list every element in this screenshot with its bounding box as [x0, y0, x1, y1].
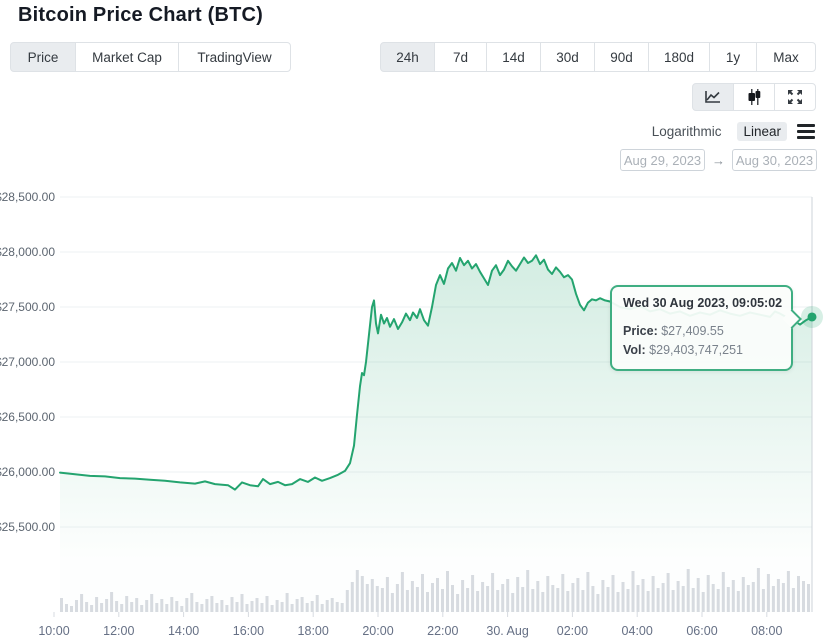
- range-7d-button[interactable]: 7d: [434, 42, 487, 72]
- range-14d-button[interactable]: 14d: [486, 42, 541, 72]
- date-range-row: →: [620, 149, 817, 171]
- chart-canvas[interactable]: $28,500.00 $28,000.00 $27,500.00 $27,000.00…: [0, 190, 828, 643]
- x-axis-label: 14:00: [168, 624, 199, 638]
- range-1y-button[interactable]: 1y: [709, 42, 757, 72]
- y-axis-label: $26,000.00: [0, 465, 55, 479]
- x-axis-label: 20:00: [362, 624, 393, 638]
- tooltip-volume: Vol: $29,403,747,251: [623, 342, 744, 357]
- price-chart-area[interactable]: $28,500.00 $28,000.00 $27,500.00 $27,000.00…: [0, 190, 828, 643]
- y-axis-label: $26,500.00: [0, 410, 55, 424]
- scale-toggle-row: Logarithmic Linear: [646, 122, 815, 141]
- view-toggle-group: Price Market Cap TradingView: [10, 42, 291, 72]
- tooltip-datetime: Wed 30 Aug 2023, 09:05:02: [623, 295, 783, 310]
- linear-toggle[interactable]: Linear: [737, 122, 787, 141]
- market-cap-tab[interactable]: Market Cap: [75, 42, 179, 72]
- x-axis-label: 16:00: [233, 624, 264, 638]
- x-axis-label: 02:00: [557, 624, 588, 638]
- candlestick-chart-button[interactable]: [733, 83, 775, 111]
- x-axis-label: 22:00: [427, 624, 458, 638]
- chart-type-group: [692, 83, 816, 111]
- price-tab[interactable]: Price: [10, 42, 76, 72]
- y-axis-label: $27,000.00: [0, 355, 55, 369]
- date-to-input[interactable]: [732, 149, 817, 171]
- chart-tooltip: Wed 30 Aug 2023, 09:05:02 Price: $27,409…: [610, 284, 793, 372]
- candlestick-icon: [746, 88, 762, 106]
- tradingview-tab[interactable]: TradingView: [178, 42, 291, 72]
- chart-menu-icon[interactable]: [797, 124, 815, 139]
- range-180d-button[interactable]: 180d: [648, 42, 710, 72]
- x-axis-label: 10:00: [38, 624, 69, 638]
- range-30d-button[interactable]: 30d: [540, 42, 595, 72]
- fullscreen-button[interactable]: [774, 83, 816, 111]
- range-90d-button[interactable]: 90d: [594, 42, 649, 72]
- tooltip-price: Price: $27,409.55: [623, 323, 724, 338]
- x-axis-label: 12:00: [103, 624, 134, 638]
- date-range-arrow-icon: →: [712, 152, 725, 168]
- x-axis-label: 30. Aug: [486, 624, 528, 638]
- fullscreen-expand-icon: [787, 89, 803, 105]
- range-max-button[interactable]: Max: [756, 42, 816, 72]
- x-axis-label: 04:00: [622, 624, 653, 638]
- page-title: Bitcoin Price Chart (BTC): [18, 4, 264, 26]
- line-chart-icon: [704, 89, 722, 105]
- x-axis-label: 08:00: [751, 624, 782, 638]
- y-axis-label: $28,500.00: [0, 190, 55, 204]
- y-axis-label: $28,000.00: [0, 245, 55, 259]
- range-24h-button[interactable]: 24h: [380, 42, 435, 72]
- time-range-group: 24h 7d 14d 30d 90d 180d 1y Max: [380, 42, 816, 72]
- date-from-input[interactable]: [620, 149, 705, 171]
- x-axis-label: 06:00: [686, 624, 717, 638]
- volume-bars: [60, 568, 810, 612]
- x-axis-label: 18:00: [298, 624, 329, 638]
- y-axis-label: $25,500.00: [0, 520, 55, 534]
- line-chart-button[interactable]: [692, 83, 734, 111]
- current-price-marker: [807, 312, 817, 322]
- y-axis-label: $27,500.00: [0, 300, 55, 314]
- logarithmic-toggle[interactable]: Logarithmic: [651, 124, 722, 139]
